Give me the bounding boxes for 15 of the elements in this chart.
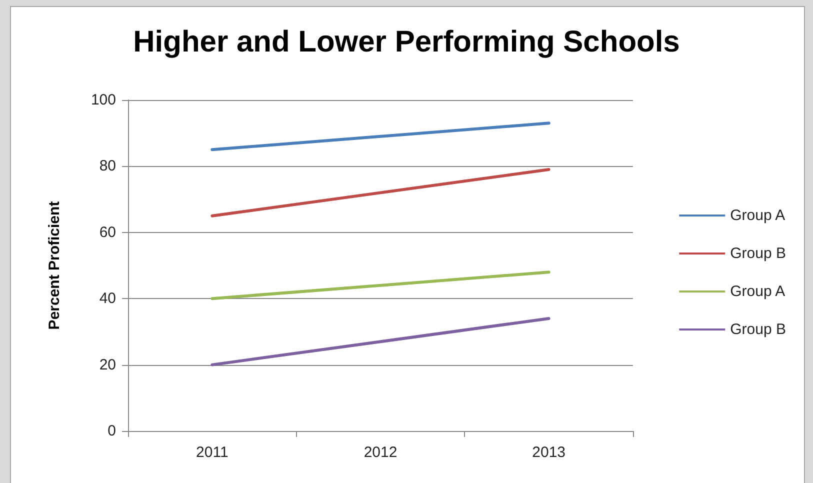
y-tick-label: 40	[99, 290, 116, 308]
y-tick-label: 100	[90, 92, 116, 108]
legend-label: Group A	[730, 207, 786, 224]
legend-label: Group B	[730, 245, 786, 262]
x-tick-label: 2011	[196, 444, 228, 461]
legend-label: Group B	[730, 321, 786, 338]
x-tick-label: 2013	[532, 444, 566, 461]
y-tick-label: 0	[108, 422, 116, 440]
y-tick-label: 80	[99, 158, 116, 175]
y-tick-label: 60	[99, 224, 116, 241]
chart-title: Higher and Lower Performing Schools	[133, 26, 680, 58]
y-axis-title: Percent Proficient	[46, 201, 63, 330]
y-tick-label: 20	[99, 356, 116, 374]
legend-label: Group A	[730, 283, 786, 300]
x-tick-label: 2012	[364, 444, 398, 461]
